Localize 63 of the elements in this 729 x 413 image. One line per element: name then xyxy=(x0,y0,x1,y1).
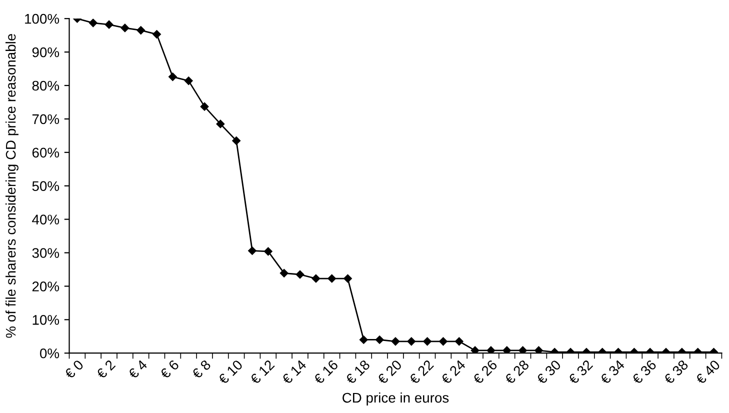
point xyxy=(439,337,448,346)
x-tick-label: € 4 xyxy=(128,359,148,380)
y-tick-label: 100% xyxy=(25,14,60,24)
y-tick-label: 60% xyxy=(32,148,60,158)
point xyxy=(360,336,368,344)
point xyxy=(375,336,384,344)
point xyxy=(470,346,480,354)
y-tick-label: 70% xyxy=(32,114,60,124)
x-tick-label: € 24 xyxy=(440,359,466,385)
x-tick-label: € 30 xyxy=(536,359,562,385)
x-tick-label: € 2 xyxy=(96,359,116,380)
y-tick-label: 90% xyxy=(32,47,60,58)
y-tick-label: 80% xyxy=(32,80,60,91)
point xyxy=(391,337,400,346)
x-axis-title: CD price in euros xyxy=(342,392,449,406)
point xyxy=(136,26,145,34)
point xyxy=(423,337,432,346)
y-tick-label: 50% xyxy=(32,181,60,192)
point xyxy=(502,346,512,354)
point xyxy=(248,246,256,255)
x-tick-label: € 14 xyxy=(281,359,307,385)
x-tick-label: € 6 xyxy=(159,359,180,380)
x-tick-label: € 22 xyxy=(408,359,434,385)
x-tick-label: € 18 xyxy=(344,359,370,385)
point xyxy=(88,18,98,28)
x-tick-label: € 0 xyxy=(64,359,84,380)
y-axis-title: % of file sharers considering CD price reasonable xyxy=(6,34,18,338)
point xyxy=(232,136,240,145)
y-tick-label: 30% xyxy=(32,248,60,258)
x-tick-label: € 20 xyxy=(376,359,402,385)
x-tick-label: € 12 xyxy=(249,359,275,385)
x-tick-label: € 32 xyxy=(568,359,594,385)
point xyxy=(216,120,225,128)
x-tick-label: € 26 xyxy=(472,359,498,385)
y-tick-label: 20% xyxy=(32,282,60,292)
y-tick-label: 40% xyxy=(32,214,60,224)
x-tick-label: € 10 xyxy=(218,359,244,385)
x-tick-label: € 16 xyxy=(313,359,339,385)
point xyxy=(104,20,114,29)
x-tick-label: € 8 xyxy=(191,359,212,380)
point xyxy=(534,346,543,354)
point xyxy=(312,274,320,283)
point xyxy=(120,24,130,32)
point xyxy=(518,346,527,354)
point xyxy=(344,274,352,283)
point xyxy=(264,247,272,256)
y-tick-label: 0% xyxy=(40,348,60,358)
point xyxy=(407,337,416,346)
point xyxy=(184,76,193,85)
y-tick-label: 10% xyxy=(32,314,60,325)
x-tick-label: € 36 xyxy=(631,359,657,385)
point xyxy=(455,337,464,346)
point xyxy=(486,346,496,354)
point xyxy=(328,274,336,283)
x-tick-label: € 38 xyxy=(663,359,689,385)
point xyxy=(296,270,304,279)
point xyxy=(152,30,161,38)
point xyxy=(280,269,288,278)
x-tick-label: € 34 xyxy=(599,359,626,385)
point xyxy=(168,72,177,81)
x-tick-label: € 28 xyxy=(504,359,530,385)
point xyxy=(200,102,209,111)
x-tick-label: € 40 xyxy=(694,359,721,385)
